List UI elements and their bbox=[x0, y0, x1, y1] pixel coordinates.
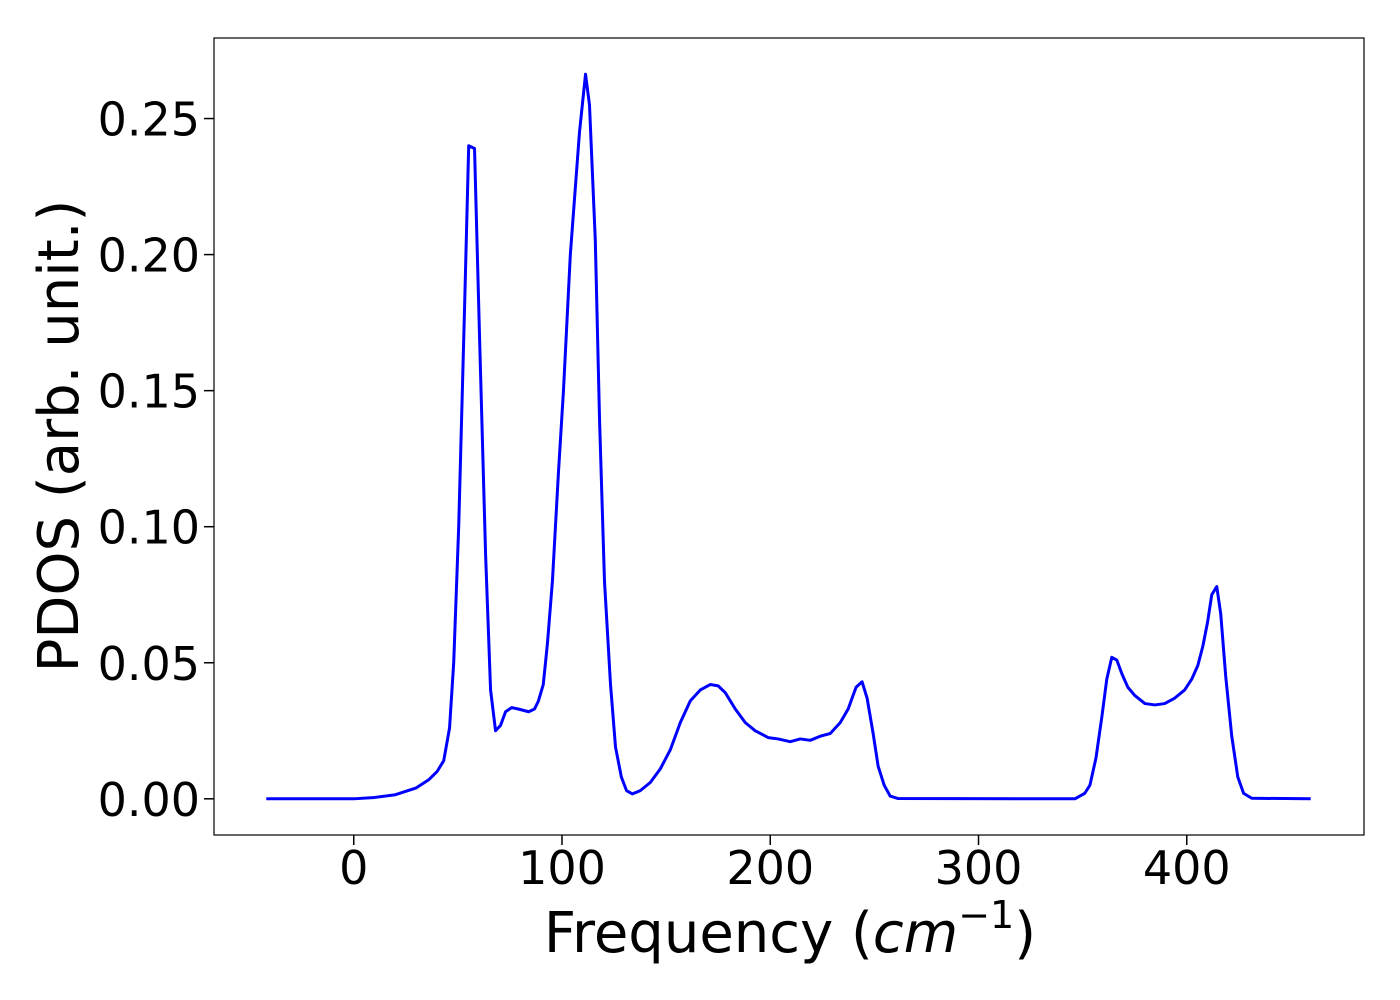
y-tick-label: 0.15 bbox=[98, 365, 200, 419]
x-tick-label: 100 bbox=[518, 841, 606, 895]
x-tick-label: 300 bbox=[935, 841, 1023, 895]
x-axis-label-text: Frequency ( bbox=[544, 901, 873, 966]
y-tick-label: 0.25 bbox=[98, 93, 200, 147]
x-axis-label: Frequency (cm−1) bbox=[544, 893, 1036, 966]
plot-frame bbox=[213, 37, 1365, 836]
y-tick-label: 0.10 bbox=[98, 501, 200, 555]
x-tick-label: 400 bbox=[1143, 841, 1231, 895]
x-axis-label-close: ) bbox=[1014, 901, 1036, 966]
x-axis-label-unit: cm bbox=[873, 901, 958, 966]
y-axis-label: PDOS (arb. unit.) bbox=[27, 200, 92, 673]
x-tick-label: 0 bbox=[339, 841, 368, 895]
y-tick-label: 0.20 bbox=[98, 229, 200, 283]
data-line bbox=[266, 72, 1311, 801]
x-tick-label: 200 bbox=[726, 841, 814, 895]
y-tick-label: 0.05 bbox=[98, 637, 200, 691]
y-tick-label: 0.00 bbox=[98, 773, 200, 827]
x-axis-label-exponent: −1 bbox=[958, 893, 1014, 937]
